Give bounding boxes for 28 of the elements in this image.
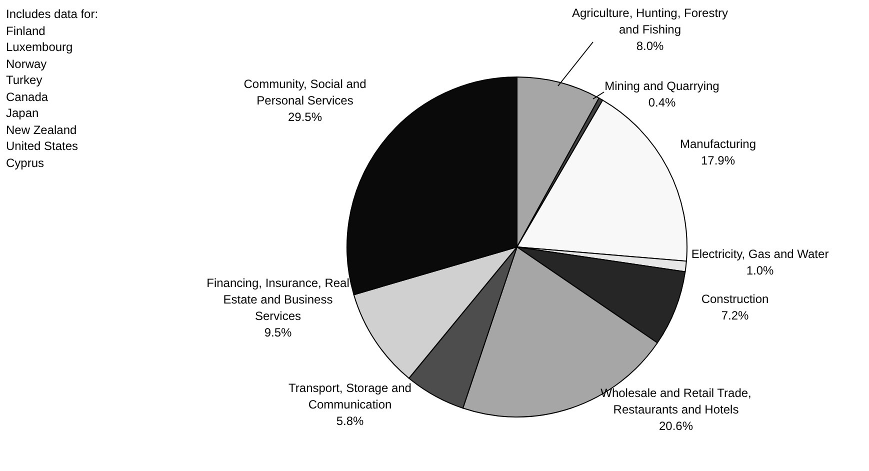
- text: Turkey: [6, 72, 44, 88]
- slice-label: Manufacturing: [680, 137, 756, 151]
- text: United States: [6, 138, 80, 154]
- data-label: 7.2%: [721, 308, 749, 322]
- text: Norway: [6, 56, 48, 72]
- slice-label: Community, Social and Personal Services: [244, 77, 366, 108]
- slice-label: Financing, Insurance, Real Estate and Business Services: [206, 276, 350, 323]
- text: Luxembourg: [6, 39, 74, 56]
- slice-label: Construction: [701, 292, 769, 306]
- data-label: 0.4%: [648, 96, 676, 110]
- data-label: 5.8%: [336, 414, 364, 428]
- text: Canada: [6, 88, 50, 105]
- slice-label: Electricity, Gas and Water: [691, 247, 829, 261]
- data-label: 1.0%: [746, 264, 774, 278]
- slice-label: Agriculture, Hunting, Forestry and Fishing: [572, 6, 728, 36]
- text: Cyprus: [6, 154, 46, 171]
- data-label: 20.6%: [658, 419, 694, 433]
- data-label: 29.5%: [288, 110, 322, 124]
- slice-label: Mining and Quarrying: [604, 79, 720, 93]
- text: Includes data for:: [6, 6, 98, 22]
- slice-label: Transport, Storage and Communication: [288, 381, 412, 412]
- data-label: 9.5%: [264, 326, 292, 340]
- slice-label: Wholesale and Retail Trade, Restaurants and Hotels: [600, 386, 752, 416]
- text: Japan: [6, 105, 40, 122]
- data-label: 17.9%: [700, 154, 736, 168]
- text: Finland: [6, 22, 46, 39]
- text: New Zealand: [6, 122, 78, 138]
- data-label: 8.0%: [636, 39, 664, 53]
